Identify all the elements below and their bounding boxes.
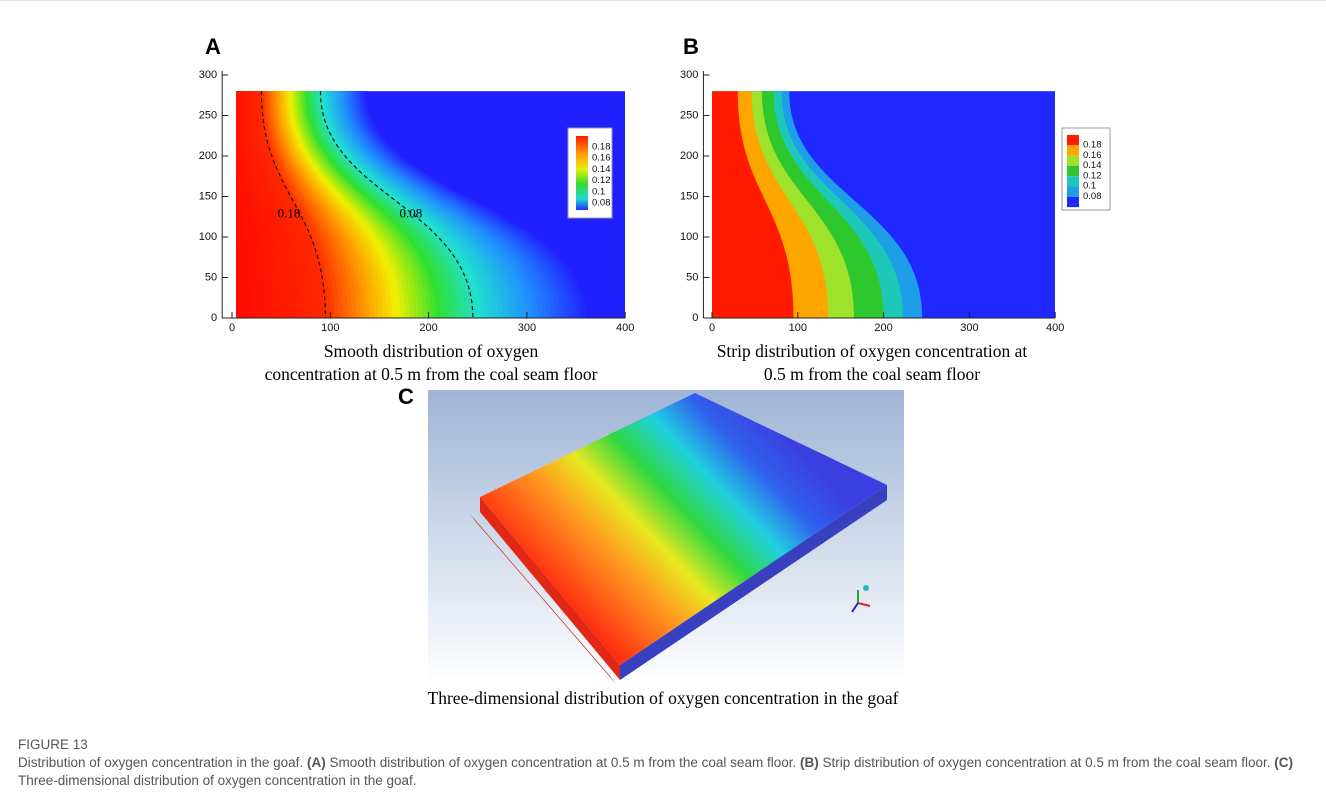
- y-tick-label: 300: [199, 69, 217, 81]
- page: A B C 0.18 0.08 0 50 100 150 200 250 300 0 100 200 3…: [0, 0, 1326, 804]
- contour-field: [686, 91, 1055, 318]
- legend-swatch: [1067, 145, 1079, 155]
- y-tick-label: 100: [199, 231, 217, 243]
- y-tick-label: 200: [199, 150, 217, 162]
- panel-caption: Strip distribution of oxygen concentrati…: [717, 341, 1028, 361]
- y-tick-label: 0: [211, 312, 217, 324]
- y-tick-label: 250: [680, 109, 698, 121]
- caption-part-label: (B): [800, 755, 819, 770]
- panel-caption: concentration at 0.5 m from the coal sea…: [265, 364, 598, 384]
- x-tick-label: 200: [419, 322, 437, 334]
- legend-label: 0.16: [592, 153, 611, 164]
- legend-label: 0.14: [592, 164, 611, 175]
- panel-label: A: [205, 34, 221, 59]
- caption-part-text: Strip distribution of oxygen concentrati…: [823, 755, 1271, 770]
- panel-caption: Smooth distribution of oxygen: [324, 341, 539, 361]
- legend-swatch: [1067, 197, 1079, 207]
- x-tick-label: 100: [789, 322, 807, 334]
- legend-label: 0.1: [592, 186, 605, 197]
- contour-label: 0.08: [400, 205, 423, 220]
- legend-swatch: [576, 136, 588, 210]
- legend-swatch: [1067, 187, 1079, 197]
- panel-caption: Three-dimensional distribution of oxygen…: [428, 688, 899, 708]
- x-tick-label: 400: [1046, 322, 1064, 334]
- y-tick-label: 50: [205, 271, 217, 283]
- x-tick-label: 0: [229, 322, 235, 334]
- caption-intro: Distribution of oxygen concentration in …: [18, 755, 303, 770]
- panel-caption: 0.5 m from the coal seam floor: [764, 364, 980, 384]
- contour-label: 0.18: [278, 205, 301, 220]
- legend-label: 0.12: [592, 175, 611, 186]
- legend-label: 0.08: [592, 198, 611, 209]
- y-tick-label: 250: [199, 109, 217, 121]
- caption-part-text: Three-dimensional distribution of oxygen…: [18, 773, 417, 788]
- y-tick-label: 50: [686, 271, 698, 283]
- legend-label: 0.18: [592, 142, 611, 153]
- x-tick-label: 100: [321, 322, 339, 334]
- x-tick-label: 400: [616, 322, 634, 334]
- panel-label: B: [683, 34, 699, 59]
- y-tick-label: 0: [692, 312, 698, 324]
- caption-part-label: (C): [1274, 755, 1293, 770]
- y-tick-label: 150: [680, 190, 698, 202]
- figure: A B C 0.18 0.08 0 50 100 150 200 250 300 0 100 200 3…: [0, 0, 1326, 725]
- caption-part-text: Smooth distribution of oxygen concentrat…: [329, 755, 796, 770]
- y-tick-label: 200: [680, 150, 698, 162]
- x-tick-label: 200: [874, 322, 892, 334]
- y-tick-label: 150: [199, 190, 217, 202]
- x-tick-label: 300: [960, 322, 978, 334]
- y-tick-label: 100: [680, 231, 698, 243]
- x-tick-label: 300: [518, 322, 536, 334]
- caption-part-label: (A): [307, 755, 326, 770]
- legend-label: 0.08: [1083, 191, 1102, 202]
- legend-swatch: [1067, 176, 1079, 186]
- figure-label: FIGURE 13: [18, 736, 1314, 754]
- legend-swatch: [1067, 135, 1079, 145]
- legend-swatch: [1067, 156, 1079, 166]
- panel-label: C: [398, 384, 414, 409]
- x-tick-label: 0: [709, 322, 715, 334]
- panel-c-image: [428, 390, 904, 684]
- caption-text: Distribution of oxygen concentration in …: [18, 754, 1314, 790]
- figure-caption: FIGURE 13 Distribution of oxygen concent…: [18, 736, 1314, 790]
- y-tick-label: 300: [680, 69, 698, 81]
- legend-swatch: [1067, 166, 1079, 176]
